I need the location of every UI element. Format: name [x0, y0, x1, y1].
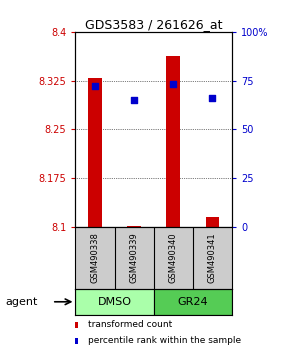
Text: agent: agent [6, 297, 38, 307]
Text: GSM490341: GSM490341 [208, 232, 217, 283]
Text: GSM490339: GSM490339 [130, 232, 139, 283]
Text: GSM490338: GSM490338 [90, 232, 99, 283]
Title: GDS3583 / 261626_at: GDS3583 / 261626_at [85, 18, 222, 31]
Point [171, 82, 175, 87]
Bar [127, 226, 141, 227]
Bar [206, 217, 219, 227]
Point [93, 84, 97, 89]
Bar [154, 289, 232, 315]
Text: GR24: GR24 [177, 297, 208, 307]
Point [210, 95, 215, 101]
Text: DMSO: DMSO [97, 297, 132, 307]
Text: GSM490340: GSM490340 [169, 232, 178, 283]
Point [132, 97, 136, 103]
Text: transformed count: transformed count [88, 320, 173, 330]
Text: percentile rank within the sample: percentile rank within the sample [88, 336, 242, 346]
Bar [166, 56, 180, 227]
Bar [88, 78, 102, 227]
Bar [75, 289, 154, 315]
